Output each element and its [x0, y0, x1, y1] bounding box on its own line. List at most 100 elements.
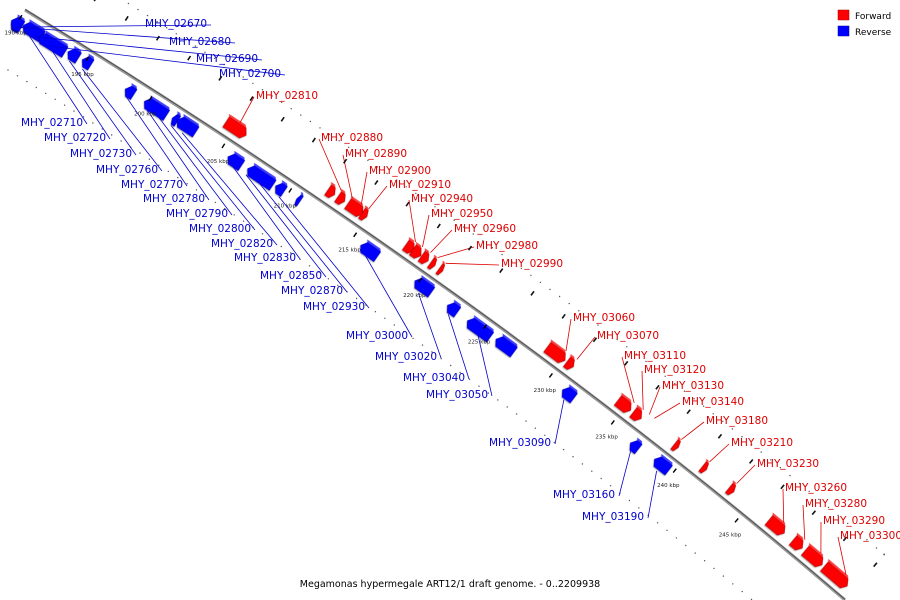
forward-gene-label: MHY_03130 — [662, 380, 724, 392]
guide-dot — [434, 206, 436, 208]
label-leader-line — [82, 68, 163, 172]
reverse-gene-label: MHY_02700 — [219, 68, 281, 80]
legend: Forward Reverse — [837, 9, 892, 38]
label-leader-line — [14, 24, 212, 28]
kbp-tick-label: 210 kbp — [274, 203, 297, 209]
reverse-gene-label: MHY_02730 — [70, 148, 132, 160]
label-leader-line — [681, 421, 705, 440]
guide-dot — [654, 368, 657, 370]
guide-dot — [666, 529, 668, 532]
outer-tick-dash — [873, 562, 878, 568]
reverse-gene — [176, 113, 200, 138]
reverse-gene-label: MHY_02830 — [234, 252, 296, 264]
guide-dot — [450, 364, 452, 367]
kbp-tick-label: 235 kbp — [595, 435, 618, 441]
genome-backbone-edge — [24, 9, 846, 600]
label-leader-line — [51, 49, 111, 140]
outer-tick-dash — [187, 55, 192, 61]
guide-dot — [300, 114, 302, 116]
label-leader-line — [802, 504, 806, 540]
reverse-gene — [82, 53, 95, 71]
label-leader-line — [422, 214, 430, 248]
guide-dot — [319, 127, 321, 129]
reverse-gene — [495, 333, 518, 358]
guide-dot — [712, 413, 714, 415]
forward-gene-label: MHY_02940 — [411, 193, 473, 205]
guide-dot — [421, 344, 424, 346]
reverse-gene — [446, 299, 462, 318]
label-leader-line — [259, 183, 348, 293]
guide-dot — [713, 567, 715, 570]
guide-dot — [290, 108, 292, 110]
label-leader-line — [318, 138, 342, 191]
guide-dot — [549, 288, 551, 291]
guide-dot — [675, 537, 678, 539]
guide-dot — [635, 353, 638, 355]
label-leader-line — [445, 262, 500, 266]
kbp-tick-label: 220 kbp — [403, 293, 426, 299]
guide-dot — [703, 560, 706, 562]
forward-gene-label: MHY_02900 — [369, 165, 431, 177]
reverse-gene-label: MHY_03090 — [489, 437, 551, 449]
guide-dot — [357, 153, 359, 155]
reverse-gene-label: MHY_02770 — [121, 179, 183, 191]
guide-dot — [395, 179, 398, 181]
guide-dot — [195, 189, 198, 191]
guide-dot — [415, 192, 417, 195]
guide-dot — [534, 427, 537, 429]
forward-gene-label: MHY_02990 — [501, 258, 563, 270]
label-leader-line — [782, 488, 785, 523]
guide-dot — [609, 485, 612, 487]
outer-tick-dash — [467, 245, 473, 251]
guide-dot — [337, 284, 339, 287]
reverse-gene-label: MHY_02800 — [189, 223, 251, 235]
guide-dot — [327, 278, 330, 280]
kbp-tick-mark — [610, 419, 615, 425]
forward-gene-label: MHY_02880 — [321, 132, 383, 144]
reverse-gene-label: MHY_03050 — [426, 389, 488, 401]
outer-tick-dash — [624, 360, 629, 366]
guide-dot — [280, 101, 283, 104]
guide-dot — [127, 2, 130, 5]
guide-dot — [440, 358, 442, 360]
reverse-gene-label: MHY_02870 — [281, 285, 343, 297]
guide-dot — [54, 98, 56, 101]
guide-dot — [261, 233, 264, 235]
kbp-tick-label: 230 kbp — [534, 388, 557, 394]
guide-dot — [530, 274, 532, 277]
guide-dot — [204, 51, 206, 53]
label-leader-line — [418, 292, 442, 359]
forward-gene — [788, 532, 804, 551]
kbp-tick-label: 240 kbp — [657, 483, 680, 489]
kbp-tick-label: 200 kbp — [134, 112, 157, 118]
kbp-tick-mark — [85, 56, 90, 62]
reverse-gene — [653, 453, 673, 476]
reverse-gene-label: MHY_03000 — [346, 330, 408, 342]
forward-gene-label: MHY_03110 — [624, 350, 686, 362]
guide-dot — [750, 443, 753, 446]
guide-dot — [798, 482, 801, 485]
label-leader-line — [146, 109, 210, 201]
guide-dot — [472, 233, 474, 235]
reverse-gene — [629, 437, 643, 455]
guide-dot — [271, 95, 273, 97]
guide-dot — [664, 375, 666, 377]
reverse-gene-label: MHY_02820 — [211, 238, 273, 250]
guide-dot — [497, 399, 499, 401]
guide-dot — [731, 428, 734, 430]
outer-tick-dash — [780, 484, 785, 490]
forward-gene — [324, 181, 336, 199]
guide-dot — [318, 271, 320, 273]
label-leader-line — [29, 35, 88, 125]
reverse-gene-label: MHY_03040 — [403, 372, 465, 384]
forward-gene-label: MHY_03180 — [706, 415, 768, 427]
label-leader-line — [736, 464, 756, 484]
kbp-tick-mark — [482, 324, 488, 330]
guide-dot — [194, 45, 197, 47]
reverse-gene — [414, 275, 436, 298]
outer-tick-dash — [717, 433, 723, 439]
forward-gene-label: MHY_02890 — [345, 148, 407, 160]
outer-tick-dash — [561, 313, 566, 319]
reverse-gene — [294, 191, 304, 207]
guide-dot — [139, 152, 141, 154]
